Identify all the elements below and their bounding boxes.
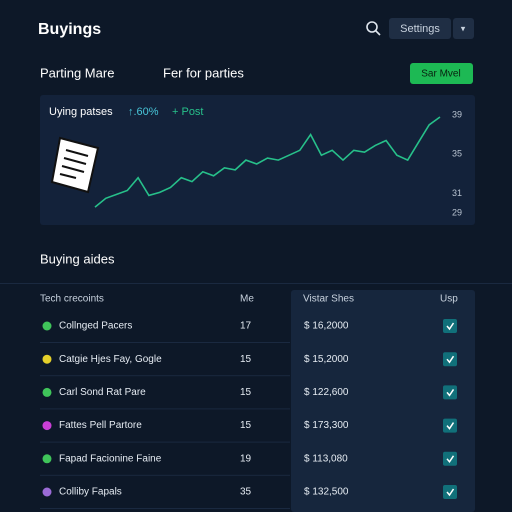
toolbar-left: Parting Mare bbox=[40, 65, 114, 80]
check-mark bbox=[446, 388, 455, 397]
status-dot bbox=[42, 321, 52, 331]
row-count: 35 bbox=[240, 487, 252, 498]
row-name: Collnged Pacers bbox=[59, 321, 132, 332]
row-value: $ 173,300 bbox=[304, 420, 349, 431]
row-checkbox[interactable] bbox=[443, 418, 457, 433]
row-checkbox[interactable] bbox=[443, 485, 457, 499]
row-checkbox[interactable] bbox=[443, 385, 457, 400]
row-name: Fapad Facionine Faine bbox=[59, 453, 162, 464]
row-divider bbox=[40, 508, 290, 509]
row-checkbox[interactable] bbox=[443, 319, 457, 333]
row-divider bbox=[40, 342, 290, 343]
check-mark bbox=[446, 455, 455, 464]
y-tick-label: 39 bbox=[452, 109, 462, 119]
check-mark bbox=[446, 488, 455, 497]
settings-label: Settings bbox=[400, 23, 440, 35]
check-mark bbox=[446, 422, 455, 430]
row-divider bbox=[40, 441, 290, 443]
row-checkbox[interactable] bbox=[443, 352, 457, 367]
row-count: 15 bbox=[240, 420, 252, 431]
search-icon[interactable] bbox=[366, 21, 378, 33]
check-mark bbox=[446, 322, 455, 331]
row-count: 19 bbox=[240, 453, 252, 464]
chart-action[interactable]: + Post bbox=[172, 106, 204, 118]
row-checkbox[interactable] bbox=[443, 451, 457, 466]
row-value: $ 16,2000 bbox=[304, 321, 349, 332]
row-value: $ 122,600 bbox=[304, 387, 349, 398]
y-tick-label: 35 bbox=[452, 149, 462, 159]
search-icon-handle bbox=[375, 30, 381, 36]
column-panel bbox=[291, 290, 475, 512]
row-divider bbox=[40, 474, 290, 476]
row-name: Colliby Fapals bbox=[59, 487, 122, 498]
check-mark bbox=[446, 355, 455, 364]
status-dot bbox=[42, 421, 52, 431]
status-dot bbox=[42, 487, 52, 497]
chart-line bbox=[94, 116, 441, 208]
y-tick-label: 29 bbox=[452, 207, 462, 217]
header-title: Buyings bbox=[38, 21, 101, 38]
row-value: $ 113,080 bbox=[304, 453, 348, 464]
row-name: Catgie Hjes Fay, Gogle bbox=[59, 354, 162, 365]
row-divider bbox=[40, 375, 290, 377]
row-value: $ 132,500 bbox=[304, 487, 349, 498]
status-dot bbox=[42, 454, 52, 464]
divider bbox=[0, 283, 512, 284]
table-header: Vistar Shes bbox=[303, 294, 354, 305]
row-name: Carl Sond Rat Pare bbox=[59, 387, 146, 398]
row-count: 15 bbox=[240, 354, 252, 365]
chart-change: ↑.60% bbox=[128, 106, 159, 118]
toolbar-middle: Fer for parties bbox=[163, 65, 244, 80]
menu-label: ▾ bbox=[461, 23, 466, 33]
row-divider bbox=[40, 408, 290, 410]
settings-button[interactable] bbox=[389, 18, 451, 39]
menu-button[interactable] bbox=[453, 18, 474, 39]
row-value: $ 15,2000 bbox=[304, 354, 349, 365]
table-header: Usp bbox=[440, 294, 458, 305]
document-icon bbox=[50, 136, 100, 194]
table-header: Me bbox=[240, 294, 254, 305]
primary-button-label: Sar Mvel bbox=[421, 69, 460, 80]
chart-panel bbox=[40, 95, 475, 225]
row-count: 17 bbox=[240, 321, 252, 332]
row-name: Fattes Pell Partore bbox=[59, 420, 142, 431]
table-header: Tech crecoints bbox=[40, 294, 104, 305]
chart-title: Uying patses bbox=[49, 106, 113, 118]
primary-button[interactable] bbox=[410, 63, 473, 84]
status-dot bbox=[42, 387, 52, 397]
section-title: Buying aides bbox=[40, 251, 115, 266]
status-dot bbox=[42, 354, 52, 364]
y-tick-label: 31 bbox=[452, 188, 462, 198]
row-count: 15 bbox=[240, 387, 252, 398]
